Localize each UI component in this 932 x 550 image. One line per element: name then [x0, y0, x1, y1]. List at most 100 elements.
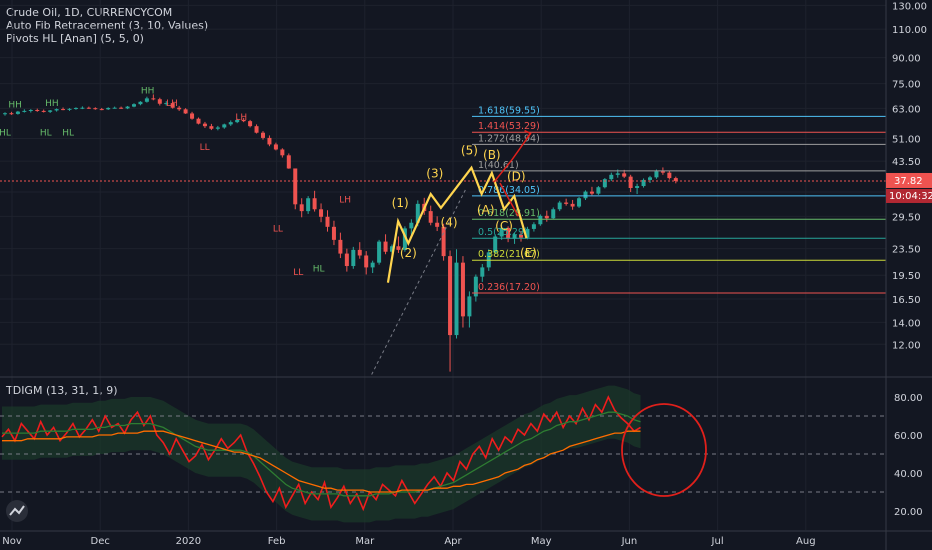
candle-body[interactable]: [667, 172, 672, 179]
projection-down-line[interactable]: [499, 182, 519, 217]
candle-body[interactable]: [41, 110, 46, 112]
candle-body[interactable]: [525, 228, 530, 238]
candle-body[interactable]: [151, 98, 156, 100]
annotation-circle[interactable]: [621, 403, 707, 497]
candle-body[interactable]: [177, 107, 182, 110]
candle-body[interactable]: [54, 109, 59, 111]
candle-body[interactable]: [157, 99, 162, 104]
candle-body[interactable]: [583, 191, 588, 199]
candle-body[interactable]: [228, 122, 233, 125]
candle-body[interactable]: [15, 111, 20, 114]
candle-body[interactable]: [3, 113, 7, 115]
candle-body[interactable]: [506, 227, 511, 239]
candle-body[interactable]: [254, 126, 259, 133]
candle-body[interactable]: [222, 124, 227, 128]
candle-body[interactable]: [119, 107, 124, 109]
candle-body[interactable]: [331, 226, 336, 240]
candle-body[interactable]: [248, 121, 253, 127]
candle-body[interactable]: [390, 246, 394, 252]
candle-body[interactable]: [209, 126, 214, 129]
candle-body[interactable]: [512, 234, 517, 239]
candle-body[interactable]: [61, 109, 66, 111]
candle-body[interactable]: [312, 198, 317, 210]
candle-body[interactable]: [396, 246, 401, 250]
candle-body[interactable]: [564, 202, 569, 204]
candle-body[interactable]: [448, 256, 453, 336]
candle-body[interactable]: [261, 132, 265, 138]
candle-body[interactable]: [267, 137, 272, 145]
candle-body[interactable]: [473, 276, 478, 297]
candle-body[interactable]: [319, 209, 324, 217]
candle-body[interactable]: [112, 107, 117, 109]
candle-body[interactable]: [235, 119, 240, 123]
candle-body[interactable]: [9, 113, 14, 115]
pivots-indicator-label[interactable]: Pivots HL [Anan] (5, 5, 0): [6, 32, 144, 45]
candle-body[interactable]: [138, 101, 143, 105]
candle-body[interactable]: [454, 262, 459, 336]
candle-body[interactable]: [357, 249, 362, 256]
candle-body[interactable]: [338, 239, 343, 254]
candle-body[interactable]: [132, 104, 136, 107]
candle-body[interactable]: [273, 144, 278, 150]
elliott-wave-path[interactable]: [386, 165, 528, 283]
candle-body[interactable]: [93, 108, 98, 110]
candle-body[interactable]: [73, 107, 78, 109]
candle-body[interactable]: [654, 171, 659, 178]
candle-body[interactable]: [538, 215, 543, 225]
candle-body[interactable]: [596, 187, 601, 194]
candle-body[interactable]: [170, 103, 175, 108]
candle-body[interactable]: [570, 203, 575, 207]
candle-body[interactable]: [286, 155, 291, 169]
tdigm-indicator-label[interactable]: TDIGM (13, 31, 1, 9): [6, 384, 118, 397]
candle-body[interactable]: [648, 177, 652, 180]
projection-up-line[interactable]: [493, 133, 532, 183]
candle-body[interactable]: [106, 107, 111, 110]
candle-body[interactable]: [635, 186, 640, 188]
candle-body[interactable]: [615, 173, 620, 175]
candle-body[interactable]: [415, 203, 420, 223]
candle-body[interactable]: [531, 224, 536, 229]
candle-body[interactable]: [325, 216, 330, 227]
chart-title[interactable]: Crude Oil, 1D, CURRENCYCOM: [6, 6, 173, 19]
candle-body[interactable]: [589, 191, 594, 194]
candle-body[interactable]: [428, 211, 433, 223]
candle-body[interactable]: [441, 226, 446, 257]
candle-body[interactable]: [80, 107, 85, 109]
tradingview-logo[interactable]: [6, 500, 28, 522]
candle-body[interactable]: [280, 149, 285, 156]
candle-body[interactable]: [183, 109, 188, 114]
candle-body[interactable]: [402, 228, 407, 250]
candle-body[interactable]: [377, 241, 382, 263]
candle-body[interactable]: [660, 171, 665, 173]
candle-body[interactable]: [519, 234, 523, 238]
candle-body[interactable]: [609, 174, 614, 180]
candle-body[interactable]: [383, 241, 388, 252]
candle-body[interactable]: [299, 204, 304, 212]
candle-body[interactable]: [215, 127, 220, 129]
candle-body[interactable]: [370, 262, 375, 268]
candle-body[interactable]: [641, 179, 646, 187]
candle-body[interactable]: [460, 262, 465, 317]
candle-body[interactable]: [351, 249, 356, 267]
candle-body[interactable]: [241, 119, 246, 122]
candle-body[interactable]: [293, 168, 298, 205]
candle-body[interactable]: [28, 109, 33, 111]
candle-body[interactable]: [344, 253, 349, 267]
candle-body[interactable]: [364, 255, 369, 268]
candle-body[interactable]: [86, 107, 91, 109]
oscillator-series-line[interactable]: [2, 411, 641, 497]
candle-body[interactable]: [48, 110, 53, 112]
candle-body[interactable]: [622, 173, 627, 177]
candle-body[interactable]: [557, 202, 562, 210]
candle-body[interactable]: [202, 123, 207, 127]
candle-body[interactable]: [35, 109, 40, 111]
candle-body[interactable]: [577, 198, 582, 207]
candle-body[interactable]: [544, 215, 549, 219]
candle-body[interactable]: [493, 236, 498, 253]
candle-body[interactable]: [144, 98, 149, 102]
candle-body[interactable]: [99, 109, 104, 111]
candle-body[interactable]: [673, 178, 678, 181]
candle-body[interactable]: [467, 296, 472, 317]
oscillator-series-line[interactable]: [2, 430, 641, 493]
